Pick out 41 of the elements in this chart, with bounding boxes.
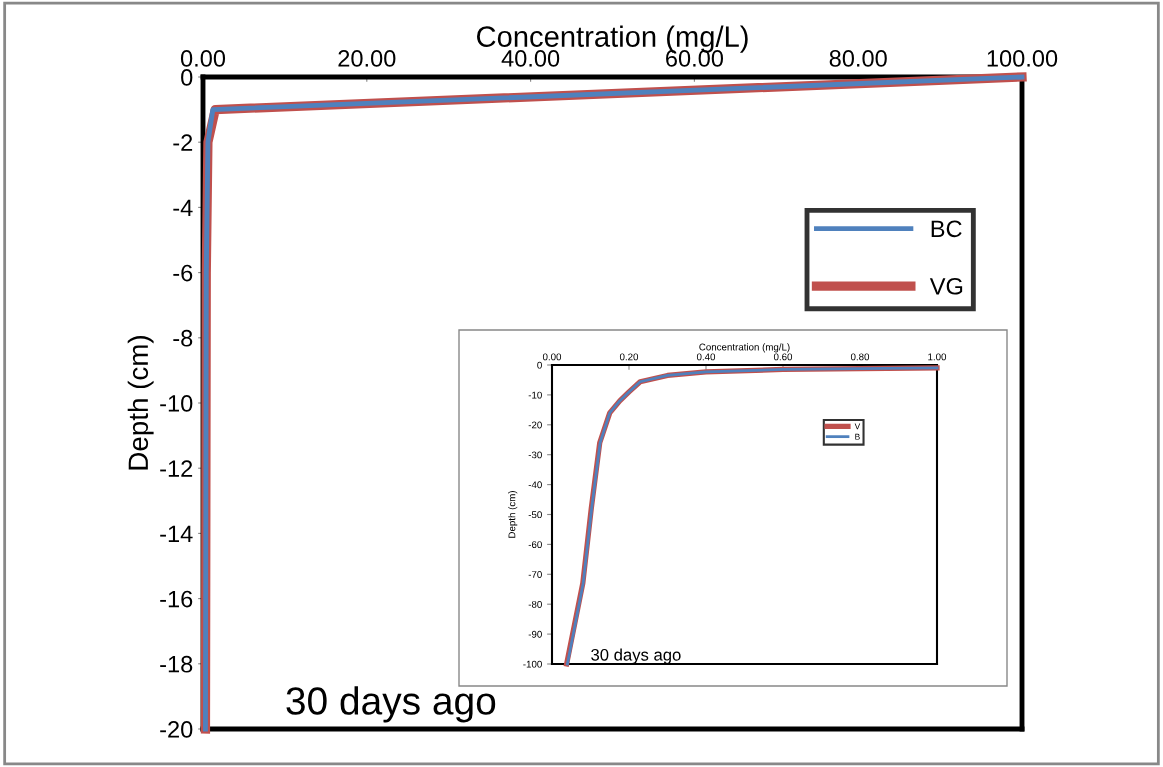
y-tick-label: -30 (528, 451, 542, 459)
y-tick-label: -80 (528, 600, 542, 608)
y-tick-label: -10 (160, 395, 193, 412)
x-tick-label: 0.00 (180, 50, 226, 67)
legend-label: B (855, 433, 860, 440)
y-tick-label: 0 (181, 69, 193, 86)
y-tick-label: -60 (528, 541, 542, 549)
y-tick-label: -90 (528, 630, 542, 638)
x-tick-label: 0.40 (696, 353, 716, 361)
annotation: 30 days ago (286, 686, 496, 723)
y-tick-label: -70 (528, 571, 542, 578)
y-tick-label: -16 (160, 590, 193, 608)
y-tick-label: -18 (160, 655, 193, 673)
y-axis-title: Depth (cm) (508, 491, 518, 538)
y-tick-label: -20 (528, 421, 542, 429)
y-tick-label: -12 (160, 460, 193, 477)
y-tick-label: -20 (160, 721, 193, 738)
x-axis-title: Concentration (mg/L) (699, 343, 790, 353)
x-tick-label: 0.20 (619, 353, 639, 361)
x-tick-label: 1.00 (928, 353, 947, 361)
legend-label: BC (931, 220, 962, 238)
x-tick-label: 100.00 (987, 50, 1058, 67)
legend-label: V (854, 423, 861, 430)
x-tick-label: 80.00 (829, 50, 887, 67)
y-tick-label: 0 (537, 361, 542, 369)
y-tick-label: -100 (523, 660, 542, 668)
y-axis-title: Depth (cm) (127, 336, 154, 470)
x-tick-label: 20.00 (338, 50, 396, 67)
y-tick-label: -10 (528, 391, 542, 399)
annotation: 30 days ago (591, 648, 681, 664)
x-tick-label: 0.00 (542, 353, 562, 361)
y-tick-label: -2 (173, 134, 193, 151)
y-tick-label: -14 (160, 525, 193, 542)
y-tick-label: -50 (528, 511, 542, 519)
y-tick-label: -40 (528, 481, 542, 489)
x-tick-label: 0.60 (773, 353, 793, 361)
legend-label: VG (929, 277, 963, 295)
x-tick-label: 0.80 (850, 353, 870, 361)
y-tick-label: -4 (173, 199, 193, 216)
y-tick-label: -8 (173, 329, 193, 347)
y-tick-label: -6 (173, 264, 193, 282)
